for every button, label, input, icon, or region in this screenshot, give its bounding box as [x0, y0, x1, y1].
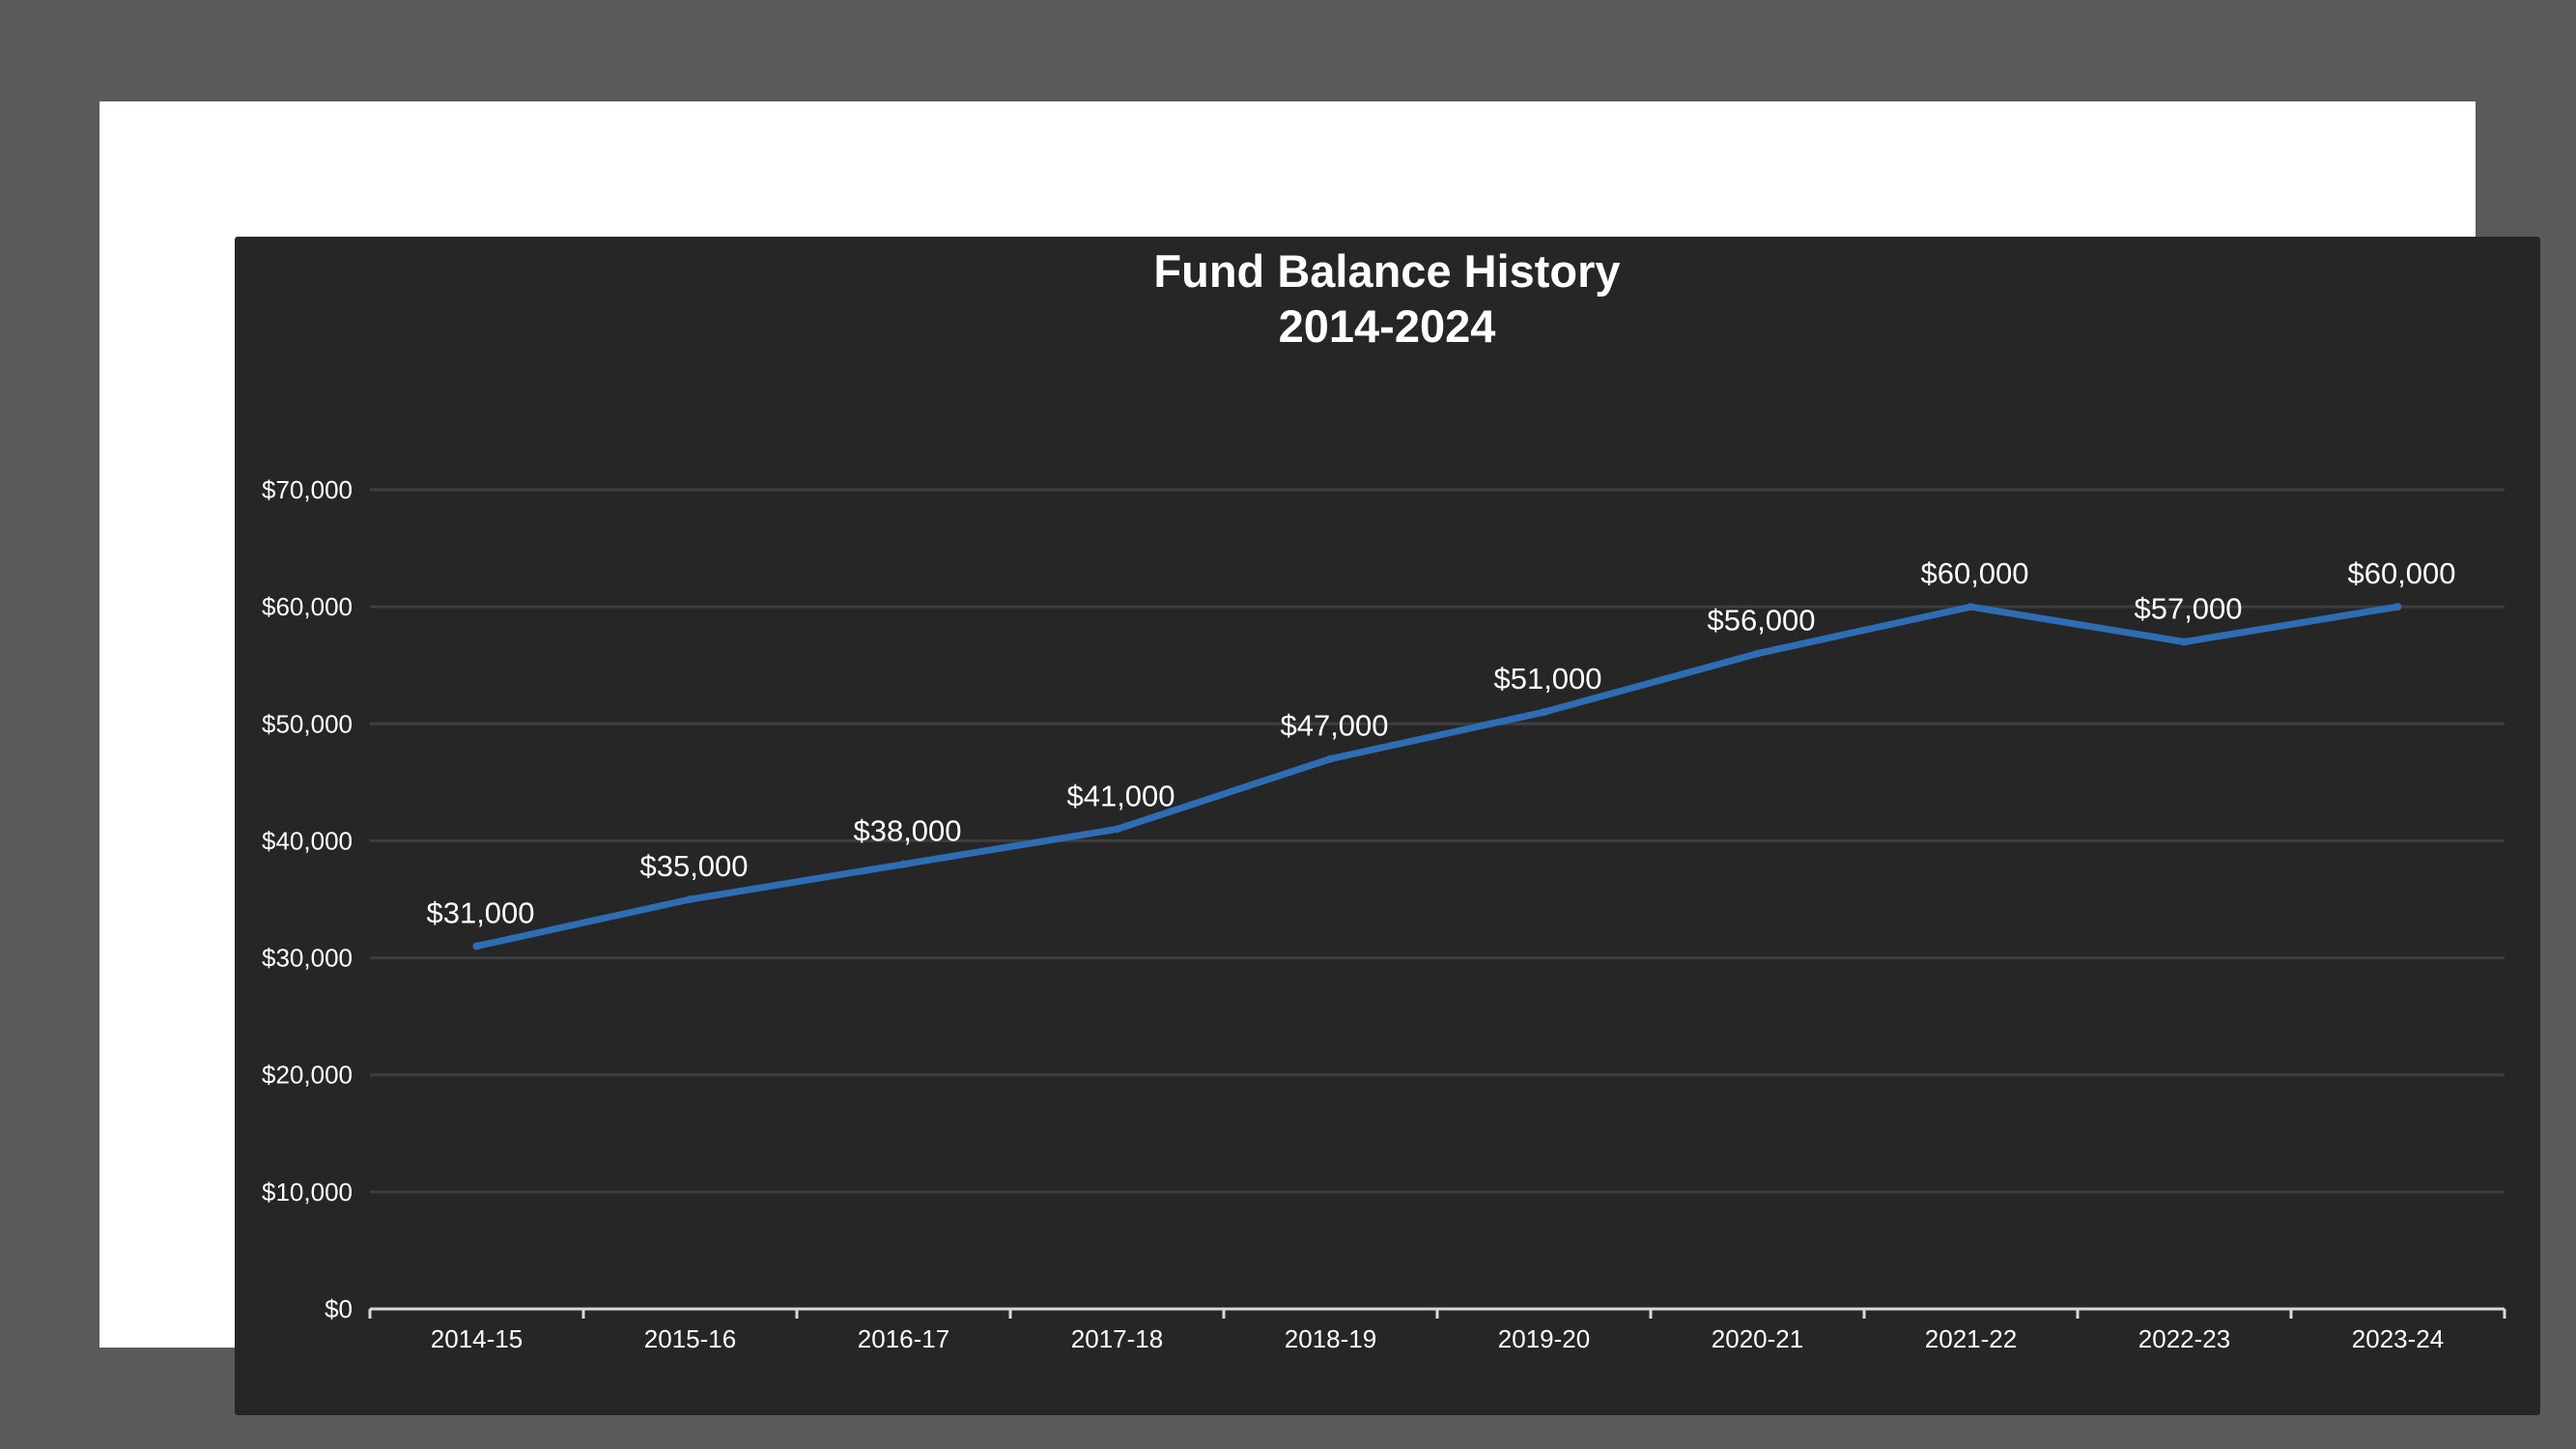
x-tick-label: 2017-18: [1071, 1324, 1163, 1353]
series-line: [473, 603, 2401, 950]
y-tick-label: $10,000: [262, 1178, 353, 1207]
data-label: $35,000: [639, 849, 748, 883]
data-point: [1967, 603, 1975, 611]
series-layer: [472, 603, 2402, 951]
data-point: [1326, 754, 1335, 763]
y-tick-label: $50,000: [262, 709, 353, 738]
chart-title-line-1: Fund Balance History: [1153, 245, 1620, 297]
x-tick-label: 2019-20: [1498, 1324, 1590, 1353]
data-label: $38,000: [853, 814, 961, 848]
data-label: $60,000: [2347, 556, 2455, 590]
y-tick-label: $40,000: [262, 826, 353, 855]
line-chart: Fund Balance History 2014-2024 $0 $10,000…: [262, 245, 2506, 1353]
data-labels: $31,000 $35,000 $38,000 $41,000 $47,000 $51,0…: [426, 556, 2455, 929]
data-point: [686, 895, 694, 903]
data-label: $47,000: [1280, 709, 1388, 743]
data-point: [2180, 638, 2189, 646]
chart-title-line-2: 2014-2024: [1279, 300, 1496, 352]
data-point: [1753, 649, 1762, 658]
x-tick-label: 2016-17: [858, 1324, 949, 1353]
data-label: $60,000: [1920, 556, 2028, 590]
chart-panel: Fund Balance History 2014-2024 $0 $10,000…: [235, 237, 2540, 1415]
x-tick-label: 2014-15: [431, 1324, 523, 1353]
data-label: $51,000: [1493, 662, 1601, 696]
data-label: $57,000: [2134, 591, 2242, 625]
axes: $0 $10,000 $20,000 $30,000 $40,000 $50,000 $60…: [262, 475, 2506, 1353]
x-tick-label: 2015-16: [644, 1324, 736, 1353]
data-point: [2393, 603, 2402, 611]
data-point: [1113, 825, 1121, 834]
y-tick-label: $20,000: [262, 1061, 353, 1090]
x-tick-label: 2020-21: [1712, 1324, 1803, 1353]
y-tick-label: $0: [325, 1294, 353, 1323]
data-label: $31,000: [426, 895, 534, 929]
chart-frame: Fund Balance History 2014-2024 $0 $10,000…: [99, 101, 2540, 1415]
x-tick-label: 2022-23: [2138, 1324, 2230, 1353]
data-point: [1540, 708, 1548, 717]
gridlines: [370, 488, 2505, 1194]
data-label: $56,000: [1707, 604, 1815, 638]
x-tick-label: 2018-19: [1285, 1324, 1376, 1353]
data-point: [899, 860, 908, 868]
y-tick-label: $30,000: [262, 944, 353, 973]
y-tick-label: $60,000: [262, 592, 353, 621]
x-tick-label: 2023-24: [2352, 1324, 2444, 1353]
data-point: [472, 942, 481, 951]
y-tick-label: $70,000: [262, 475, 353, 504]
x-tick-label: 2021-22: [1925, 1324, 2017, 1353]
data-label: $41,000: [1066, 779, 1175, 812]
